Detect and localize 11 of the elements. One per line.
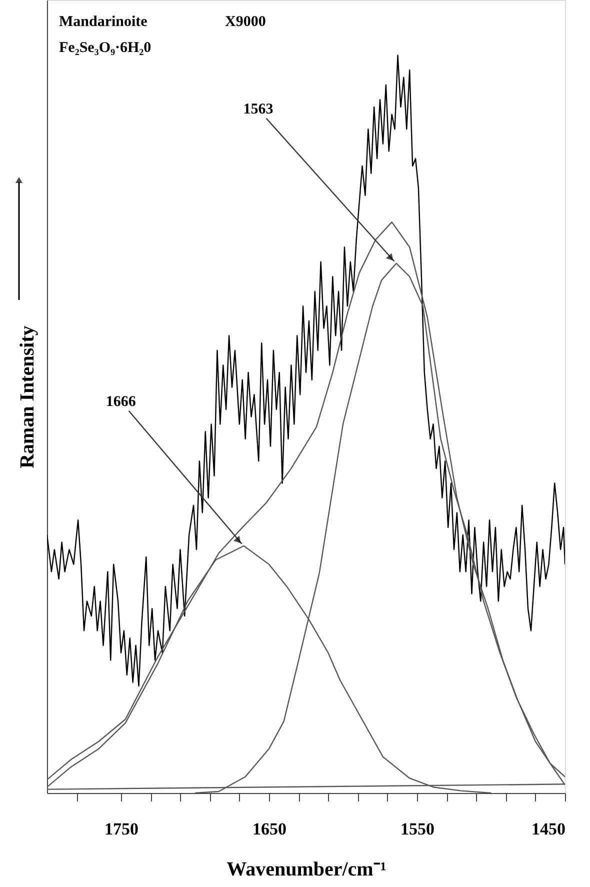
x-tick-label: 1650: [252, 820, 286, 838]
x-tick-label: 1750: [104, 820, 138, 838]
annotation: 1666: [106, 394, 136, 410]
x-tick-label: 1450: [532, 820, 566, 838]
text: X9000: [225, 14, 266, 30]
y-axis-title: Raman Intensity: [16, 326, 38, 468]
text: Mandarinoite: [59, 14, 148, 30]
x-tick-label: 1550: [400, 820, 434, 838]
annotation: Fe₂Se₃O₉·6H₂0: [59, 40, 152, 56]
x-axis-title: Wavenumber/cm⁻¹: [226, 858, 386, 880]
annotation: 1563: [243, 101, 274, 118]
